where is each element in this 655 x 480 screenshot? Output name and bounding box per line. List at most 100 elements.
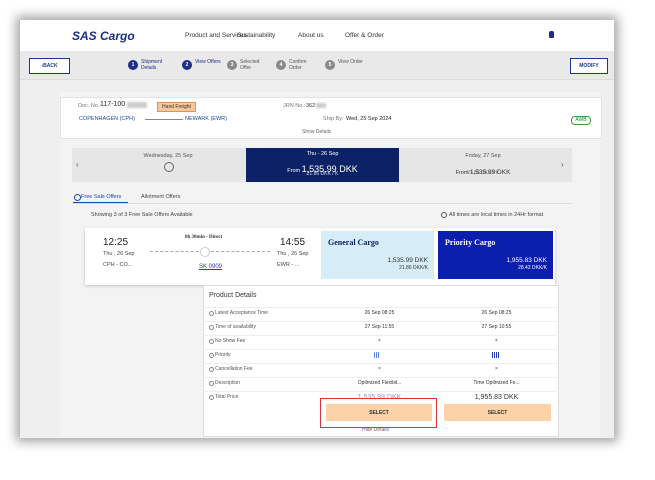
select-button[interactable]: SELECT	[326, 404, 432, 421]
step-circle: 5	[325, 60, 335, 70]
flight-no[interactable]: SK 0909	[199, 264, 223, 270]
row-rule	[203, 307, 557, 308]
arr-airport: EWR - ...	[277, 262, 300, 268]
tag: Hand Freight	[157, 102, 196, 112]
row-icon	[209, 381, 214, 386]
row-label: Description	[215, 380, 241, 386]
row-icon	[209, 367, 214, 372]
row-label: Latest Acceptance Time	[215, 310, 269, 316]
step-circle: 1	[128, 60, 138, 70]
row-value: 1,955.83 DKK	[474, 394, 519, 401]
row-value: ×	[495, 366, 498, 372]
step-circle: 2	[182, 60, 192, 70]
row-value: 26 Sep 08:25	[481, 310, 512, 316]
back-button[interactable]: ‹ BACK	[29, 58, 70, 74]
jrn-no: 362	[306, 103, 316, 109]
origin: COPENHAGEN (CPH)	[79, 116, 135, 122]
nav-item[interactable]: About us	[298, 32, 324, 39]
priority-bar	[374, 352, 376, 358]
step-bar	[20, 51, 614, 80]
modify-button[interactable]: MODIFY	[570, 58, 608, 74]
date-day[interactable]: Wednesday, 25 Sep	[143, 153, 193, 159]
nav-item[interactable]: Product and Services	[185, 32, 247, 39]
show-details[interactable]: Show Details	[302, 129, 332, 135]
app-window: SAS Cargo Product and Services Sustainabil…	[20, 20, 614, 438]
route-line	[150, 251, 270, 253]
step-label: Selected Offer	[240, 59, 260, 71]
ship-by: Wed, 25 Sep 2024	[346, 116, 392, 122]
row-value: 26 Sep 08:25	[364, 310, 395, 316]
row-rule	[203, 321, 557, 322]
redacted	[316, 103, 326, 108]
user-icon[interactable]	[549, 31, 554, 38]
product-card[interactable]	[321, 231, 434, 279]
date-price-line: From 1,535.99 DKK	[440, 161, 526, 179]
tab[interactable]: Free Sale Offers	[81, 194, 122, 200]
tab[interactable]: Allotment Offers	[141, 194, 181, 200]
date-rate: 21.86 DKK / K	[306, 171, 339, 177]
date-rate: 21.86 DKK / K	[467, 170, 499, 176]
step-label: Confirm Order	[289, 59, 307, 71]
priority-bar	[498, 352, 500, 358]
row-value: Optimized Flexibil...	[357, 380, 402, 386]
row-rule	[203, 335, 557, 336]
product-price: 1,955.83 DKK	[506, 257, 547, 264]
priority-bar	[376, 352, 378, 358]
from: From	[287, 168, 302, 174]
product-rate: 28.42 DKK/K	[518, 265, 547, 271]
row-value: 27 Sep 10:55	[481, 324, 512, 330]
step-label: View Offers	[195, 59, 221, 65]
row-value: 27 Sep 11:55	[364, 324, 395, 330]
highlight	[320, 398, 437, 428]
product-price: 1,535.99 DKK	[387, 257, 428, 264]
row-rule	[203, 363, 557, 364]
row-rule	[203, 349, 557, 350]
awb-badge: AWB	[571, 116, 591, 125]
row-icon	[209, 395, 214, 400]
select-button[interactable]: SELECT	[444, 404, 551, 421]
hide-details[interactable]: Hide Details	[362, 427, 389, 433]
product-name: Priority Cargo	[445, 238, 496, 247]
dep-airport: CPH - CO...	[103, 262, 133, 268]
duration: 0h 30min - Direct	[185, 235, 223, 240]
row-label: No Show Fee	[215, 338, 246, 344]
next-arrow[interactable]: ›	[561, 160, 564, 169]
prev-arrow[interactable]: ‹	[76, 160, 79, 169]
shipment-card	[60, 97, 602, 139]
logo: SAS Cargo	[72, 29, 135, 43]
plane-icon	[164, 162, 174, 172]
nav-item[interactable]: Sustainability	[237, 32, 276, 39]
price: 1,535.99 DKK	[469, 169, 511, 176]
row-label: Total Price	[215, 394, 239, 400]
row-value: ×	[378, 366, 381, 372]
row-label: Priority	[215, 352, 231, 358]
row-icon	[209, 325, 214, 330]
clock-icon	[441, 212, 447, 218]
row-value: ×	[495, 338, 498, 344]
tabs-rule	[72, 203, 572, 204]
row-value: Time Optimized Fo...	[473, 380, 520, 386]
arr-time: 14:55	[280, 237, 306, 248]
back-label: BACK	[43, 63, 58, 69]
priority-bar	[378, 352, 380, 358]
jrn-label: JRN No.:	[283, 103, 306, 109]
route-line	[145, 119, 183, 120]
row-icon	[209, 353, 214, 358]
date-day[interactable]: Friday, 27 Sep	[465, 153, 501, 159]
doc-label: Doc. No.:	[78, 103, 101, 109]
priority-bar	[492, 352, 494, 358]
from: From	[455, 170, 470, 176]
date-price-line: From 1,535.99 DKK	[246, 159, 399, 177]
priority-bar	[494, 352, 496, 358]
date-selected	[246, 148, 399, 182]
product-card[interactable]	[438, 231, 553, 279]
date-day[interactable]: Thu - 26 Sep	[306, 151, 339, 157]
product-rate: 21.86 DKK/K	[399, 265, 428, 271]
priority-bar	[496, 352, 498, 358]
row-rule	[203, 391, 557, 392]
summary: Showing 3 of 3 Free Sale Offers Availabl…	[91, 212, 193, 218]
redacted	[127, 102, 147, 108]
row-rule	[203, 377, 557, 378]
nav-item[interactable]: Offer & Order	[345, 32, 384, 39]
